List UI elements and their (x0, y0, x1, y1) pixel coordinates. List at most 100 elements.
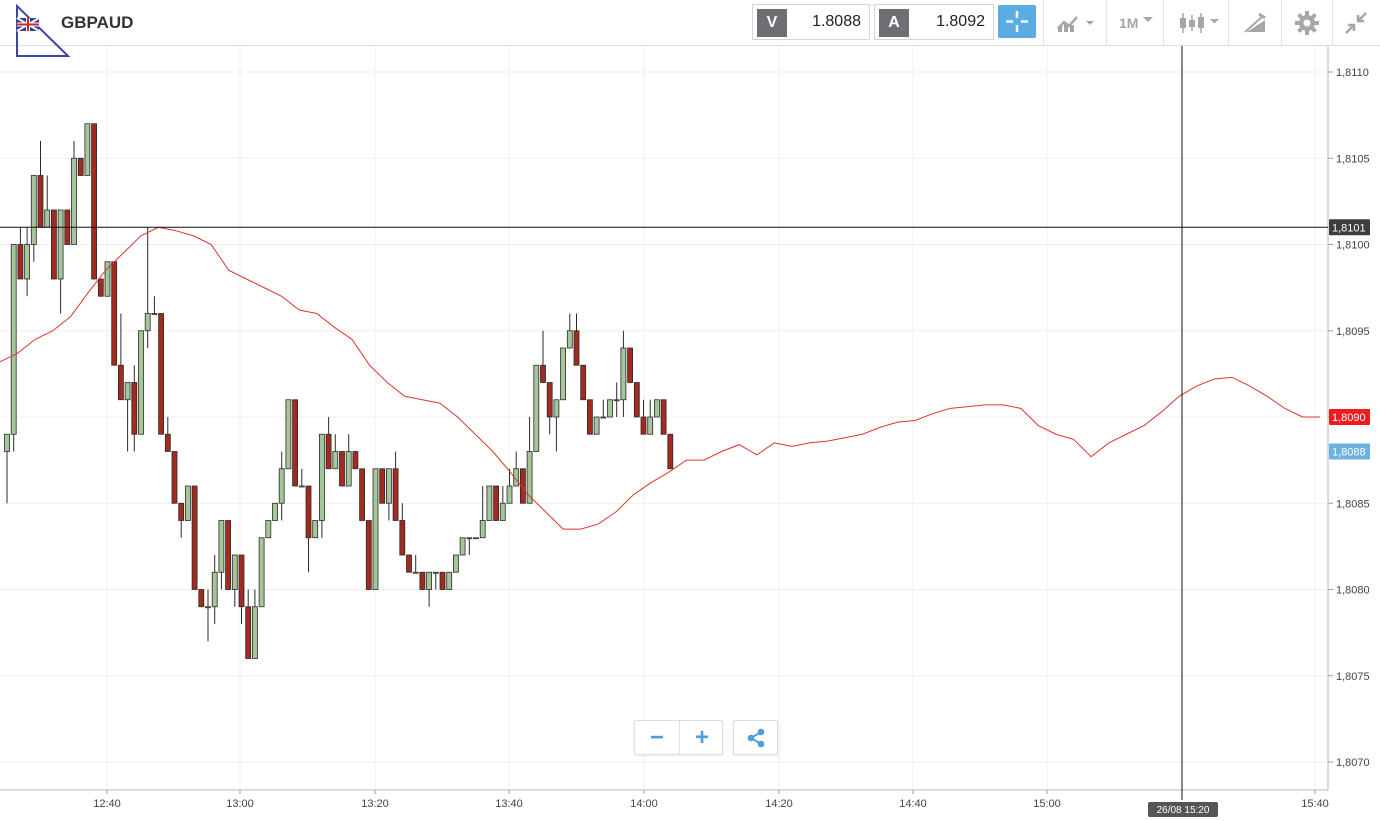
chevron-down-icon (1143, 17, 1153, 22)
candle-down (51, 209, 57, 280)
candle-down (339, 451, 345, 487)
candle-up (265, 520, 272, 539)
chart-type-icon (1057, 16, 1094, 32)
drawing-tools-icon (1244, 12, 1266, 33)
x-tick-label: 14:20 (765, 798, 793, 810)
uk-flag-icon (16, 4, 71, 57)
candle-up (4, 433, 10, 452)
candle-up (332, 451, 339, 470)
x-tick-label: 14:00 (630, 798, 658, 810)
candle-down (379, 468, 386, 504)
candle-up (30, 175, 37, 245)
candle-up (205, 606, 211, 609)
candle-down (540, 364, 546, 383)
chart-type-button[interactable] (1043, 0, 1106, 45)
crosshair-price-label: 1,8101 (1332, 222, 1366, 234)
candle-up (124, 382, 131, 401)
crosshair-time-label: 26/08 15:20 (1157, 805, 1210, 816)
candle-up (231, 554, 238, 590)
candle-up (473, 537, 479, 540)
candle-down (91, 123, 97, 280)
bid-tag: V (757, 9, 787, 37)
candle-up (84, 123, 91, 176)
crosshair-button[interactable] (998, 5, 1036, 38)
last-price-label-bg (1329, 443, 1370, 460)
candle-up (654, 399, 660, 418)
candle-up (533, 364, 540, 452)
candle-down (392, 468, 399, 521)
candle-up (432, 571, 439, 574)
candle-up (593, 416, 600, 435)
candle-up (184, 485, 191, 521)
candle-up (138, 330, 144, 435)
share-button[interactable] (733, 720, 778, 755)
drawing-tools-button[interactable] (1228, 0, 1281, 45)
candle-down (439, 571, 446, 590)
candle-down (660, 399, 667, 435)
zoom-in-button[interactable]: + (694, 724, 709, 751)
candle-up (526, 451, 533, 504)
y-tick-label: 1,8070 (1336, 757, 1370, 769)
x-tick-label: 13:40 (495, 798, 523, 810)
candle-up (647, 416, 654, 435)
candle-up (372, 468, 379, 590)
candle-down (37, 175, 44, 228)
y-tick-label: 1,8110 (1336, 67, 1369, 79)
x-tick-label: 14:40 (899, 798, 927, 810)
bid-price-box[interactable]: V 1.8088 (752, 4, 870, 40)
candlestick-button[interactable] (1163, 0, 1228, 45)
x-tick-label: 13:00 (226, 798, 254, 810)
candle-up (10, 244, 17, 435)
candle-down (164, 433, 171, 452)
timeframe-selector[interactable]: 1M (1106, 0, 1163, 45)
candle-up (278, 468, 285, 504)
candle-up (285, 399, 292, 470)
ma-price-label: 1,8090 (1332, 412, 1366, 424)
candle-up (566, 330, 573, 349)
candle-down (325, 433, 332, 470)
candle-up (452, 554, 459, 573)
candle-up (71, 157, 77, 245)
candle-up (506, 485, 513, 504)
candle-up (499, 502, 506, 521)
timeframe-value: 1M (1119, 15, 1139, 31)
candle-up (211, 571, 218, 608)
moving-average-line (0, 226, 1320, 530)
candle-down (520, 468, 526, 504)
candle-up (466, 537, 473, 540)
candle-up (553, 399, 560, 418)
candle-down (198, 589, 205, 608)
ask-price-box[interactable]: A 1.8092 (874, 4, 994, 40)
x-tick-label: 12:40 (93, 798, 121, 810)
candle-up (272, 502, 278, 521)
candle-up (251, 606, 258, 659)
y-tick-label: 1,8075 (1336, 671, 1370, 683)
candle-up (620, 347, 627, 401)
crosshair-price-label-bg (1329, 219, 1370, 236)
candle-down (17, 244, 24, 280)
candle-up (44, 209, 51, 228)
candle-up (258, 537, 265, 608)
candle-down (493, 485, 500, 521)
candle-down (667, 433, 674, 470)
candle-up (218, 520, 225, 573)
x-tick-label: 15:40 (1301, 798, 1329, 810)
bid-value: 1.8088 (812, 13, 861, 30)
candle-down (627, 347, 633, 383)
candle-up (151, 313, 158, 315)
candle-down (305, 485, 312, 539)
price-chart[interactable]: 1,8070 1,8075 1,8080 1,8085 1,8090 1,8095 1,81… (0, 46, 1380, 821)
candle-down (97, 278, 104, 297)
y-tick-label: 1,8085 (1336, 498, 1370, 510)
candle-up (345, 451, 352, 487)
collapse-button[interactable] (1332, 0, 1380, 45)
candle-up (385, 468, 392, 504)
candle-up (24, 244, 31, 280)
candle-down (359, 468, 366, 521)
candle-up (104, 261, 111, 297)
candle-up (513, 468, 520, 487)
zoom-out-button[interactable]: − (649, 724, 664, 751)
candle-down (171, 451, 178, 504)
collapse-icon (1345, 12, 1367, 34)
settings-button[interactable] (1281, 0, 1332, 45)
